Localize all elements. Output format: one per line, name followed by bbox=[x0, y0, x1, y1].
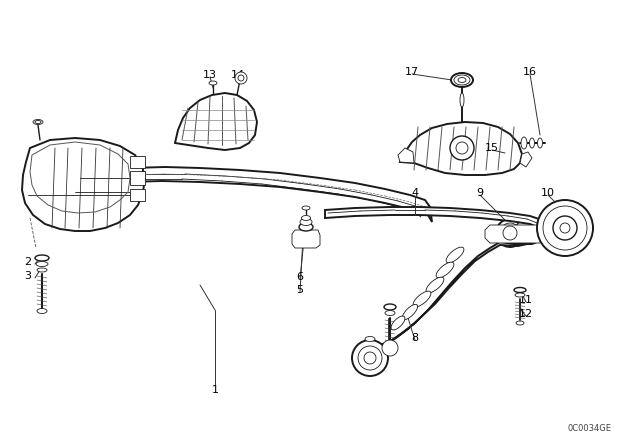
Ellipse shape bbox=[538, 138, 543, 148]
Polygon shape bbox=[400, 122, 522, 175]
Circle shape bbox=[364, 352, 376, 364]
Circle shape bbox=[382, 340, 398, 356]
Polygon shape bbox=[22, 138, 145, 231]
Ellipse shape bbox=[515, 293, 525, 297]
Ellipse shape bbox=[458, 78, 466, 82]
Text: 17: 17 bbox=[405, 67, 419, 77]
Ellipse shape bbox=[426, 277, 444, 293]
Ellipse shape bbox=[37, 268, 47, 272]
Ellipse shape bbox=[35, 121, 41, 124]
Circle shape bbox=[238, 75, 244, 81]
Ellipse shape bbox=[302, 206, 310, 210]
Ellipse shape bbox=[391, 316, 405, 330]
Ellipse shape bbox=[365, 336, 375, 341]
Text: 8: 8 bbox=[412, 333, 419, 343]
Ellipse shape bbox=[35, 255, 49, 261]
Text: 16: 16 bbox=[523, 67, 537, 77]
Circle shape bbox=[352, 340, 388, 376]
Ellipse shape bbox=[403, 304, 418, 319]
Ellipse shape bbox=[300, 219, 312, 225]
Text: 6: 6 bbox=[296, 272, 303, 282]
Circle shape bbox=[456, 142, 468, 154]
Circle shape bbox=[560, 223, 570, 233]
Ellipse shape bbox=[385, 310, 395, 315]
Text: 7: 7 bbox=[385, 347, 392, 357]
Text: 11: 11 bbox=[519, 295, 533, 305]
Ellipse shape bbox=[209, 81, 217, 85]
Ellipse shape bbox=[37, 309, 47, 314]
Polygon shape bbox=[130, 156, 145, 168]
Text: 12: 12 bbox=[519, 309, 533, 319]
Text: 13: 13 bbox=[203, 70, 217, 80]
Ellipse shape bbox=[301, 215, 310, 220]
Ellipse shape bbox=[436, 262, 454, 278]
Circle shape bbox=[543, 206, 587, 250]
Ellipse shape bbox=[384, 304, 396, 310]
Text: 3: 3 bbox=[24, 271, 31, 281]
Text: 4: 4 bbox=[412, 188, 419, 198]
Ellipse shape bbox=[33, 120, 43, 125]
Polygon shape bbox=[292, 230, 320, 248]
Ellipse shape bbox=[521, 137, 527, 149]
Circle shape bbox=[553, 216, 577, 240]
Text: 9: 9 bbox=[476, 188, 484, 198]
Text: 10: 10 bbox=[541, 188, 555, 198]
Ellipse shape bbox=[516, 321, 524, 325]
Circle shape bbox=[537, 200, 593, 256]
Ellipse shape bbox=[451, 73, 473, 87]
Polygon shape bbox=[175, 93, 257, 150]
Ellipse shape bbox=[446, 247, 464, 263]
Ellipse shape bbox=[529, 138, 534, 148]
Polygon shape bbox=[398, 148, 414, 163]
Ellipse shape bbox=[514, 288, 526, 293]
Circle shape bbox=[235, 72, 247, 84]
Ellipse shape bbox=[454, 75, 470, 85]
Polygon shape bbox=[130, 171, 145, 185]
Text: 14: 14 bbox=[231, 70, 245, 80]
Ellipse shape bbox=[36, 262, 48, 267]
Circle shape bbox=[503, 226, 517, 240]
Ellipse shape bbox=[460, 93, 464, 107]
Text: 5: 5 bbox=[296, 285, 303, 295]
Polygon shape bbox=[520, 152, 532, 167]
Polygon shape bbox=[130, 189, 145, 201]
Text: 15: 15 bbox=[485, 143, 499, 153]
Text: 2: 2 bbox=[24, 257, 31, 267]
Circle shape bbox=[450, 136, 474, 160]
Ellipse shape bbox=[299, 223, 313, 231]
Text: 1: 1 bbox=[211, 385, 218, 395]
Polygon shape bbox=[485, 225, 545, 243]
Ellipse shape bbox=[413, 291, 431, 307]
Polygon shape bbox=[325, 207, 548, 348]
Polygon shape bbox=[75, 167, 432, 222]
Circle shape bbox=[358, 346, 382, 370]
Text: 0C0034GE: 0C0034GE bbox=[568, 423, 612, 432]
